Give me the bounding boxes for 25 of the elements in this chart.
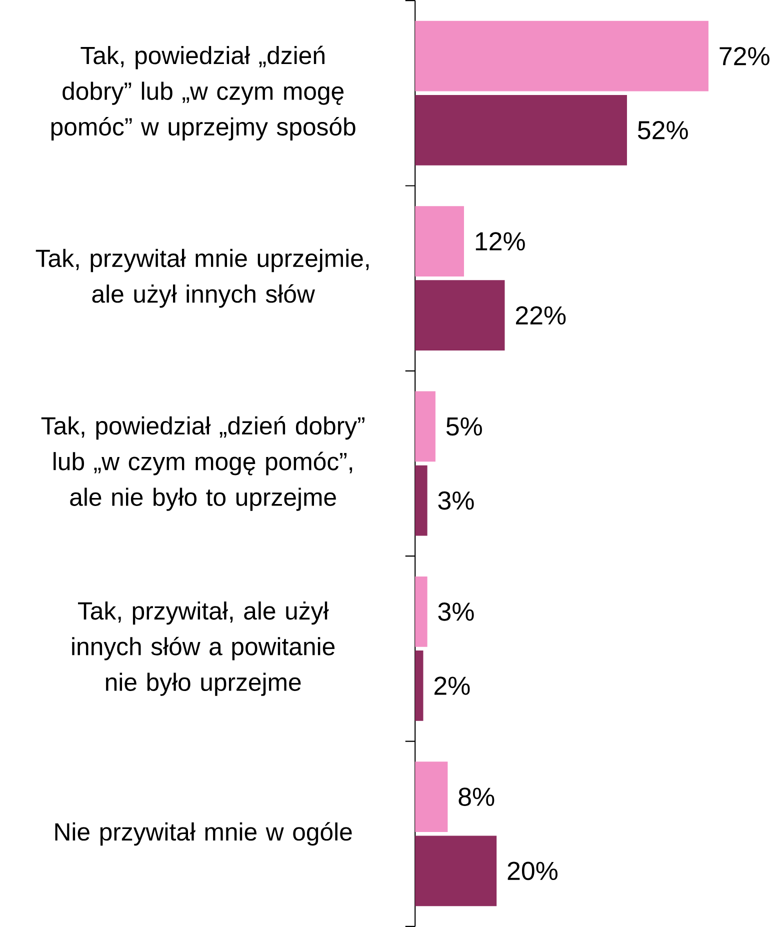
bar [414,650,424,721]
bar [414,465,428,536]
bar [414,280,505,351]
data-label: 22% [516,306,566,324]
data-label: 20% [508,862,558,880]
y-tick-label: Tak, przywitał mnie uprzejmie, ale użył innych słów [36,248,368,308]
bar [414,206,464,276]
bar [414,20,708,92]
bar [414,836,496,906]
data-label: 72% [720,46,770,66]
y-tick-label: Tak, powiedział „dzień dobry” lub „w czym mogę pomóc” w uprzejmy sposób [51,46,356,141]
bar [414,94,627,166]
y-tick-label: Nie przywitał mnie w ogóle [55,822,352,846]
data-label: 2% [434,676,470,695]
data-label: 3% [438,491,474,510]
data-label: 3% [438,602,474,621]
data-label: 52% [638,121,688,140]
bar [414,576,428,647]
data-label: 8% [458,788,494,806]
bar [414,762,448,832]
bar [414,391,436,462]
y-tick-label: Tak, przywitał, ale użył innych słów a powitanie nie było uprzejme [72,601,334,696]
data-label: 12% [476,232,525,250]
data-label: 5% [446,417,482,436]
y-tick-label: Tak, powiedział „dzień dobry” lub „w czym mogę pomóc”, ale nie było to uprzejme [41,416,364,511]
